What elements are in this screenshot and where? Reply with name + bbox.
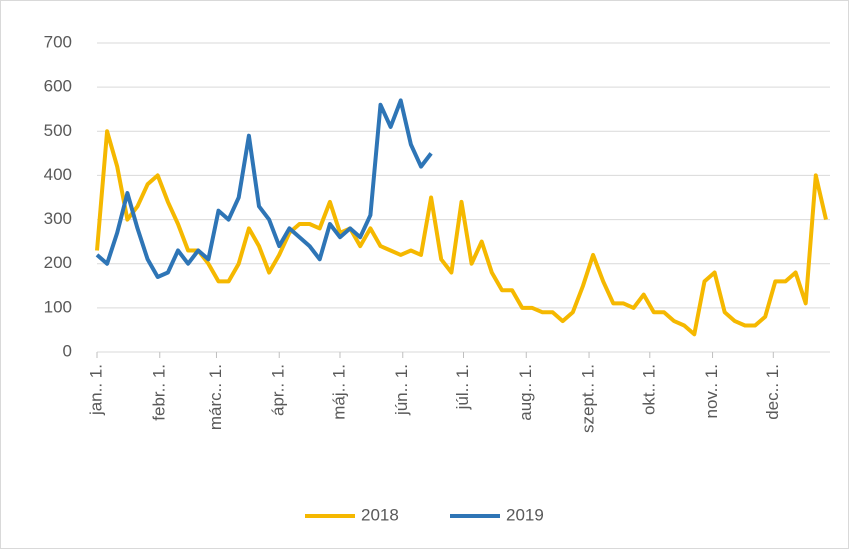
y-tick-label: 300 <box>44 209 72 228</box>
x-tick-label: szept.. 1. <box>579 364 598 433</box>
x-tick-label: ápr.. 1. <box>269 364 288 416</box>
y-tick-label: 0 <box>63 341 72 360</box>
y-tick-label: 600 <box>44 77 72 96</box>
legend-label: 2019 <box>506 505 544 524</box>
x-tick-label: febr.. 1. <box>149 364 168 421</box>
y-tick-label: 100 <box>44 297 72 316</box>
x-tick-label: jan.. 1. <box>86 364 105 416</box>
series-line <box>95 98 433 279</box>
x-tick-label: márc.. 1. <box>206 364 225 430</box>
x-tick-label: dec.. 1. <box>763 364 782 420</box>
x-tick-label: júl.. 1. <box>453 364 472 410</box>
x-tick-label: jún.. 1. <box>392 364 411 416</box>
x-tick-label: nov.. 1. <box>702 364 721 419</box>
y-tick-label: 700 <box>44 32 72 51</box>
legend-label: 2018 <box>361 505 399 524</box>
y-tick-label: 400 <box>44 165 72 184</box>
y-tick-label: 500 <box>44 121 72 140</box>
x-tick-label: aug.. 1. <box>516 364 535 421</box>
series-line <box>95 129 828 337</box>
x-tick-label: okt.. 1. <box>639 364 658 415</box>
x-tick-label: máj.. 1. <box>329 364 348 420</box>
y-tick-label: 200 <box>44 253 72 272</box>
